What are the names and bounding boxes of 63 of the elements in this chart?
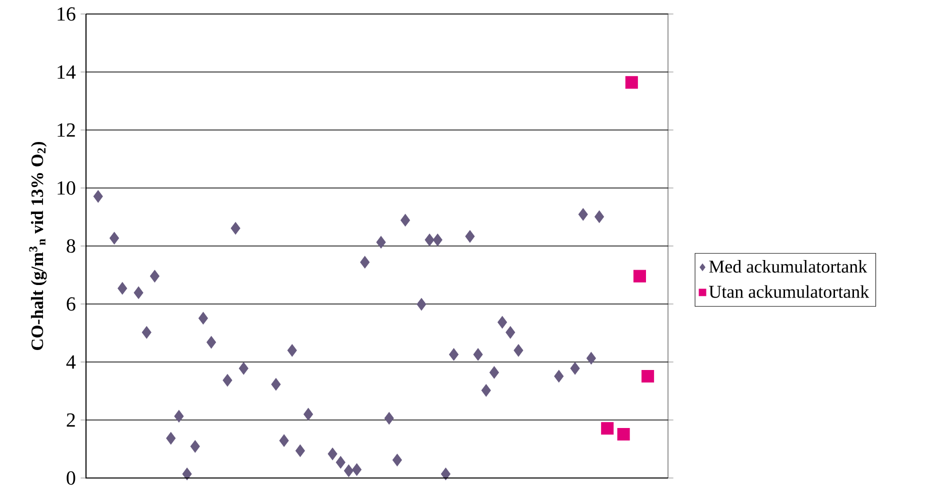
legend-label: Med ackumulatortank xyxy=(709,260,868,273)
y-tick-label: 6 xyxy=(66,297,76,311)
point xyxy=(578,208,588,221)
y-tick-label: 16 xyxy=(58,7,76,21)
point xyxy=(134,286,144,299)
point xyxy=(328,448,338,460)
point xyxy=(238,362,248,375)
y-tick-label: 0 xyxy=(66,471,76,485)
point xyxy=(481,384,491,397)
point xyxy=(400,214,410,226)
point xyxy=(489,366,499,379)
point xyxy=(376,236,386,248)
point xyxy=(271,378,281,391)
point xyxy=(174,410,184,422)
point xyxy=(506,326,516,339)
y-tick-label: 2 xyxy=(66,413,75,427)
point xyxy=(617,428,630,440)
point xyxy=(118,282,128,295)
point xyxy=(110,232,120,244)
point xyxy=(182,468,192,480)
y-tick-label: 12 xyxy=(58,123,75,137)
y-axis-title: CO-halt (g/m$^{3}$$_{n}$ vid 13% O$_{2}$) xyxy=(29,142,47,350)
point xyxy=(198,312,208,324)
point xyxy=(230,222,240,235)
point xyxy=(570,362,580,375)
point xyxy=(432,234,442,246)
point xyxy=(625,76,638,89)
point xyxy=(449,348,459,361)
point xyxy=(498,316,508,329)
point xyxy=(206,336,216,349)
point xyxy=(279,434,289,447)
point xyxy=(190,440,200,453)
point xyxy=(295,444,305,458)
point xyxy=(586,352,596,364)
point xyxy=(416,298,426,311)
y-tick-label: 10 xyxy=(58,181,76,195)
point xyxy=(384,412,394,425)
point xyxy=(424,234,434,246)
point xyxy=(287,344,297,357)
y-tick-label: 14 xyxy=(58,65,76,79)
point xyxy=(642,370,654,382)
point xyxy=(360,256,370,269)
point xyxy=(601,422,614,435)
point xyxy=(633,270,646,282)
point xyxy=(473,348,483,361)
point xyxy=(222,374,232,387)
point xyxy=(93,190,103,203)
point xyxy=(554,370,564,382)
y-tick-label: 4 xyxy=(66,355,76,369)
legend-label: Utan ackumulatortank xyxy=(709,285,870,298)
point xyxy=(392,454,402,466)
point xyxy=(336,456,346,469)
point xyxy=(514,344,524,357)
point xyxy=(142,326,152,339)
point xyxy=(150,270,160,282)
point xyxy=(352,463,362,476)
point xyxy=(594,210,604,223)
point xyxy=(166,432,176,445)
point xyxy=(344,464,354,478)
point xyxy=(440,468,450,480)
point xyxy=(465,230,475,243)
y-tick-label: 8 xyxy=(66,239,76,253)
point xyxy=(304,408,314,420)
